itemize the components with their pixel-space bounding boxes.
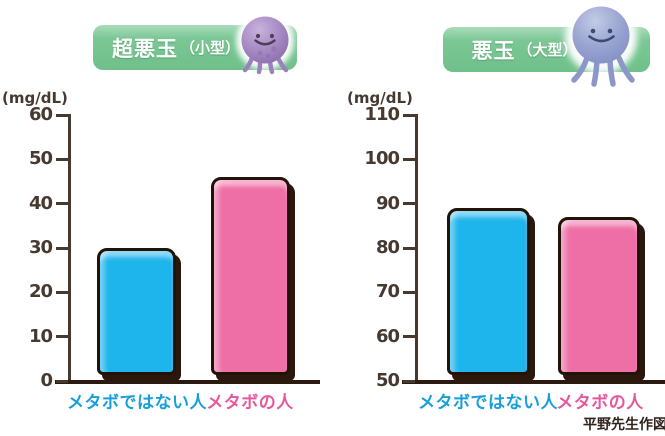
y-tick-mark <box>56 290 68 294</box>
y-tick-mark <box>403 246 415 250</box>
y-tick-label: 20 <box>28 281 53 303</box>
y-tick-label: 50 <box>375 370 400 391</box>
x-axis-line <box>402 379 665 384</box>
y-axis-line <box>415 114 418 383</box>
y-tick-mark <box>403 113 415 117</box>
badge-title: 悪玉 <box>471 38 516 63</box>
y-tick-mark <box>403 157 415 161</box>
y-tick-mark <box>56 246 68 250</box>
y-tick-label: 10 <box>28 325 53 347</box>
y-tick-label: 60 <box>375 325 400 347</box>
y-tick-mark <box>403 202 415 206</box>
x-axis-line <box>55 379 320 384</box>
y-tick-label: 0 <box>40 370 53 391</box>
y-tick-mark <box>56 113 68 117</box>
category-label-metabo: メタボの人 <box>556 393 644 413</box>
small-ldl-character-icon <box>236 12 294 75</box>
y-axis-line <box>68 114 71 383</box>
badge-title: 超悪玉 <box>111 36 178 61</box>
y-axis-unit-label: (mg/dL) <box>347 89 413 107</box>
bar-metabo <box>211 177 290 375</box>
bar-non-metabo <box>447 208 530 375</box>
large-ldl-character-icon <box>565 2 637 87</box>
y-tick-label: 90 <box>375 192 400 214</box>
bar-non-metabo <box>97 248 176 375</box>
y-tick-mark <box>403 379 415 383</box>
badge-subtitle: （小型） <box>179 39 240 57</box>
category-label-metabo: メタボの人 <box>206 393 294 413</box>
y-tick-label: 110 <box>364 104 400 125</box>
credit-text: 平野先生作図 <box>583 417 665 433</box>
y-tick-label: 60 <box>28 104 53 125</box>
y-tick-mark <box>56 335 68 339</box>
bar-metabo <box>558 216 640 375</box>
y-tick-mark <box>56 157 68 161</box>
y-tick-mark <box>403 335 415 339</box>
y-tick-mark <box>56 379 68 383</box>
y-axis-unit-label: (mg/dL) <box>2 89 68 107</box>
y-tick-mark <box>403 290 415 294</box>
y-tick-label: 70 <box>375 281 400 303</box>
y-tick-label: 80 <box>375 237 400 258</box>
y-tick-label: 40 <box>28 192 53 214</box>
y-tick-mark <box>56 202 68 206</box>
category-label-non-metabo: メタボではない人 <box>418 393 558 413</box>
y-tick-label: 30 <box>28 237 53 258</box>
badge-subtitle: （大型） <box>517 41 578 59</box>
y-tick-label: 50 <box>28 148 53 170</box>
y-tick-label: 100 <box>364 148 400 170</box>
category-label-non-metabo: メタボではない人 <box>67 393 207 413</box>
